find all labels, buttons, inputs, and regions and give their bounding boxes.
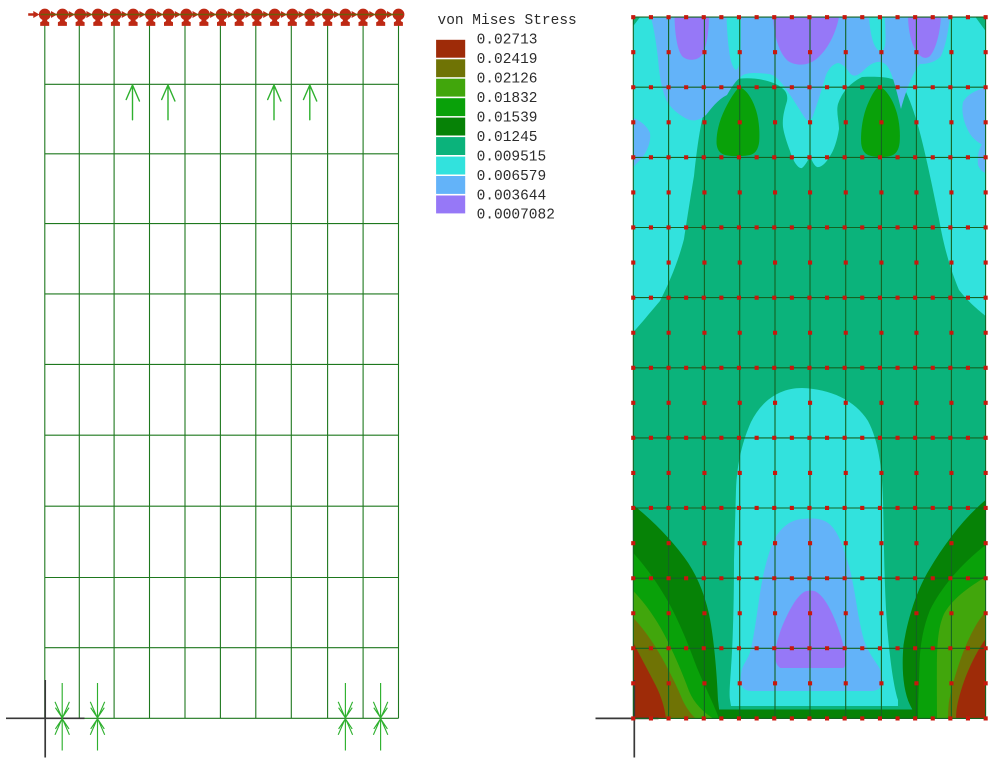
svg-text:0.0007082: 0.0007082 [477,208,555,224]
svg-text:von Mises Stress: von Mises Stress [438,13,577,29]
svg-text:0.003644: 0.003644 [477,188,547,204]
svg-text:0.006579: 0.006579 [477,169,547,185]
svg-text:0.02419: 0.02419 [477,52,538,68]
svg-text:0.02713: 0.02713 [477,33,538,49]
svg-text:0.01832: 0.01832 [477,91,538,107]
svg-text:0.02126: 0.02126 [477,72,538,88]
svg-text:0.01245: 0.01245 [477,130,538,146]
svg-text:0.01539: 0.01539 [477,110,538,126]
svg-text:0.009515: 0.009515 [477,149,547,165]
